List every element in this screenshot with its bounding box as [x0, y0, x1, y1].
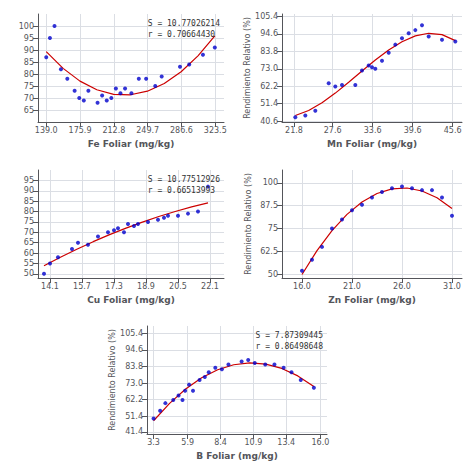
svg-text:5.9: 5.9 [181, 438, 194, 447]
svg-text:Zn Foliar (mg/kg): Zn Foliar (mg/kg) [328, 295, 416, 305]
svg-text:85: 85 [24, 197, 34, 206]
svg-text:Rendimiento Relativo (%): Rendimiento Relativo (%) [244, 173, 253, 275]
svg-text:249.7: 249.7 [136, 126, 159, 135]
svg-text:70: 70 [24, 94, 34, 103]
svg-text:175.9: 175.9 [69, 126, 92, 135]
svg-text:B Foliar (mg/kg): B Foliar (mg/kg) [196, 451, 278, 461]
svg-text:S = 10.77512926: S = 10.77512926 [148, 175, 220, 184]
svg-text:8.4: 8.4 [214, 438, 227, 447]
svg-text:39.6: 39.6 [404, 126, 422, 135]
svg-text:105.4: 105.4 [120, 329, 143, 338]
svg-text:323.5: 323.5 [204, 126, 227, 135]
svg-text:10.9: 10.9 [245, 438, 263, 447]
svg-text:S = 10.77026214: S = 10.77026214 [148, 19, 220, 28]
svg-text:40.6: 40.6 [260, 117, 278, 126]
svg-text:45.6: 45.6 [444, 126, 462, 135]
svg-text:13.4: 13.4 [277, 438, 295, 447]
svg-text:16.0: 16.0 [293, 282, 311, 291]
svg-text:14.1: 14.1 [41, 282, 59, 291]
svg-text:94.6: 94.6 [260, 29, 278, 38]
svg-text:18.9: 18.9 [137, 282, 155, 291]
svg-text:17.3: 17.3 [105, 282, 123, 291]
svg-text:139.0: 139.0 [35, 126, 58, 135]
svg-text:95: 95 [24, 176, 34, 185]
svg-text:3.3: 3.3 [147, 438, 160, 447]
svg-text:75: 75 [24, 217, 34, 226]
svg-text:Cu Foliar (mg/kg): Cu Foliar (mg/kg) [87, 295, 175, 305]
svg-text:80: 80 [24, 207, 34, 216]
svg-text:r = 0.86498648: r = 0.86498648 [256, 342, 324, 351]
svg-text:85: 85 [24, 58, 34, 67]
svg-text:41.4: 41.4 [125, 427, 143, 436]
svg-text:94.6: 94.6 [125, 345, 143, 354]
svg-text:Fe Foliar (mg/kg): Fe Foliar (mg/kg) [88, 139, 175, 149]
svg-text:Mn Foliar (mg/kg): Mn Foliar (mg/kg) [327, 139, 417, 149]
svg-text:Rendimiento Relativo (%): Rendimiento Relativo (%) [243, 17, 252, 119]
svg-text:100: 100 [263, 178, 278, 187]
svg-text:60: 60 [24, 249, 34, 258]
svg-text:87.5: 87.5 [260, 201, 278, 210]
svg-text:50: 50 [268, 270, 278, 279]
svg-text:50: 50 [24, 269, 34, 278]
svg-text:22.1: 22.1 [201, 282, 219, 291]
svg-text:51.4: 51.4 [125, 412, 143, 421]
svg-text:90: 90 [24, 186, 34, 195]
svg-text:80: 80 [24, 70, 34, 79]
svg-text:105.4: 105.4 [255, 12, 278, 21]
svg-text:95: 95 [24, 34, 34, 43]
svg-text:73.0: 73.0 [260, 64, 278, 73]
svg-text:27.6: 27.6 [324, 126, 342, 135]
svg-text:100: 100 [19, 22, 34, 31]
svg-text:73.0: 73.0 [125, 379, 143, 388]
svg-text:55: 55 [24, 259, 34, 268]
svg-text:65: 65 [24, 106, 34, 115]
svg-text:Rendimiento Relativo (%): Rendimiento Relativo (%) [108, 329, 117, 431]
svg-text:62.5: 62.5 [260, 247, 278, 256]
svg-text:S = 7.87309445: S = 7.87309445 [256, 331, 324, 340]
svg-text:15.7: 15.7 [73, 282, 91, 291]
svg-text:31.0: 31.0 [443, 282, 461, 291]
svg-text:75: 75 [24, 82, 34, 91]
svg-text:r = 0.70664430: r = 0.70664430 [148, 30, 216, 39]
svg-text:20.5: 20.5 [169, 282, 187, 291]
svg-text:26.0: 26.0 [393, 282, 411, 291]
svg-text:33.6: 33.6 [364, 126, 382, 135]
svg-text:75: 75 [268, 224, 278, 233]
svg-text:83.8: 83.8 [125, 362, 143, 371]
svg-text:90: 90 [24, 46, 34, 55]
svg-text:65: 65 [24, 238, 34, 247]
svg-text:62.2: 62.2 [260, 82, 278, 91]
svg-text:21.0: 21.0 [343, 282, 361, 291]
svg-text:286.6: 286.6 [170, 126, 193, 135]
svg-text:21.8: 21.8 [285, 126, 303, 135]
svg-text:70: 70 [24, 228, 34, 237]
svg-text:51.4: 51.4 [260, 99, 278, 108]
svg-text:16.0: 16.0 [312, 438, 330, 447]
svg-text:83.8: 83.8 [260, 47, 278, 56]
svg-text:62.2: 62.2 [125, 395, 143, 404]
svg-text:212.8: 212.8 [102, 126, 125, 135]
svg-text:r = 0.66513993: r = 0.66513993 [148, 186, 216, 195]
